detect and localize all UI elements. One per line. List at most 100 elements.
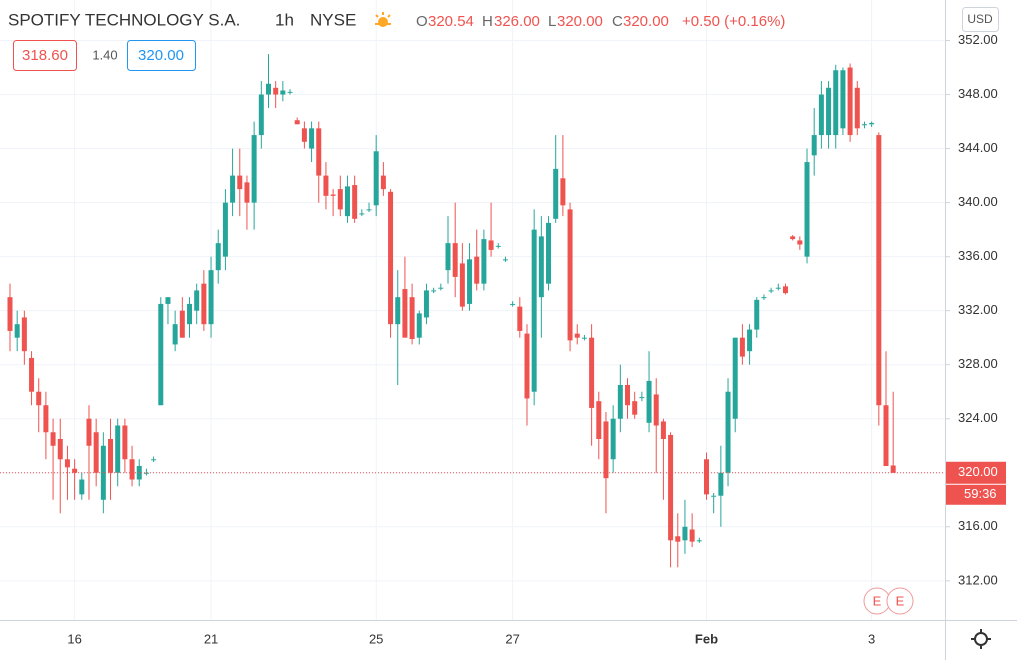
candle-body (754, 299, 760, 330)
candle-body (560, 178, 566, 206)
candle-body (596, 401, 602, 439)
low-label: L (548, 13, 556, 30)
settings-icon[interactable] (971, 629, 991, 649)
candle-body (215, 243, 221, 271)
candle-body (668, 434, 674, 541)
candle-body (524, 333, 530, 399)
spread: 1.40 (92, 47, 117, 62)
candle-body (395, 297, 401, 325)
close-value: 320.00 (623, 13, 669, 30)
candle-body (373, 151, 379, 206)
candle-body (703, 459, 709, 495)
candle-body (366, 209, 372, 211)
candle-body (100, 445, 106, 500)
candle-body (826, 87, 832, 136)
last-price-tag (946, 461, 1006, 484)
candle-body (416, 313, 422, 338)
candle-body (431, 290, 437, 292)
market-status-icon (375, 12, 391, 27)
event-marker[interactable] (886, 587, 914, 615)
candle-body (538, 236, 544, 298)
y-tick-label: 348.00 (958, 86, 998, 101)
candle-body (388, 191, 394, 325)
candle-body (352, 185, 358, 219)
candle-body (718, 472, 724, 496)
sell-button[interactable] (13, 40, 77, 71)
candle-body (265, 83, 271, 95)
close-label: C (612, 13, 623, 30)
candles (7, 54, 896, 568)
candle-body (467, 259, 473, 304)
y-tick-label: 316.00 (958, 518, 998, 533)
candle-body (747, 329, 753, 352)
candle-body (129, 459, 135, 480)
candle-body (323, 175, 329, 196)
candle-body (459, 263, 465, 307)
candle-body (833, 70, 839, 136)
sell-price: 318.60 (22, 47, 68, 64)
candle-body (309, 128, 315, 149)
candle-body (179, 310, 185, 338)
candle-body (108, 438, 114, 473)
candle-body (7, 297, 13, 331)
candle-body (187, 303, 193, 325)
candle-body (280, 90, 286, 95)
high-value: 326.00 (494, 13, 540, 30)
candle-body (316, 128, 322, 176)
candle-body (790, 236, 796, 240)
x-tick-label: 25 (369, 631, 383, 646)
candle-body (761, 297, 767, 299)
currency: USD (967, 12, 993, 26)
candle-body (869, 122, 875, 125)
candle-body (768, 290, 774, 292)
candle-body (689, 529, 695, 542)
y-tick-label: 340.00 (958, 194, 998, 209)
candle-body (625, 384, 631, 406)
candle-body (775, 287, 781, 289)
candle-body (546, 222, 552, 284)
candle-body (589, 337, 595, 408)
candle-body (632, 401, 638, 415)
candle-body (402, 289, 408, 338)
candle-body (452, 243, 458, 277)
candle-body (876, 135, 882, 406)
candle-body (696, 540, 702, 542)
candle-body (344, 186, 350, 217)
candle-body (711, 495, 717, 497)
x-tick-label: 27 (505, 631, 519, 646)
candle-body (143, 472, 149, 474)
candle-body (445, 243, 451, 271)
candle-body (50, 432, 56, 446)
countdown-tag (946, 484, 1006, 505)
y-tick-label: 332.00 (958, 302, 998, 317)
candle-body (194, 290, 200, 311)
candle-body (617, 384, 623, 419)
candle-body (481, 239, 487, 284)
candle-body (409, 297, 415, 340)
candle-body (890, 465, 896, 473)
candle-body (222, 202, 228, 257)
countdown-label: 59:36 (964, 486, 997, 501)
candle-body (675, 536, 681, 542)
candle-body (208, 270, 214, 325)
candle-body (883, 405, 889, 467)
buy-button[interactable] (127, 40, 196, 71)
candle-body (237, 175, 243, 190)
candle-body (359, 213, 365, 215)
last-price-label: 320.00 (958, 464, 998, 479)
candle-body (682, 526, 688, 541)
candle-body (158, 303, 164, 406)
candle-body (847, 67, 853, 136)
candle-body (502, 259, 508, 261)
event-label: E (873, 593, 882, 608)
currency-button[interactable] (962, 7, 999, 32)
candle-body (423, 290, 429, 318)
candle-body (639, 397, 645, 399)
candle-body (93, 432, 99, 473)
candle-body (36, 391, 42, 406)
candle-body (818, 94, 824, 136)
open-value: 320.54 (428, 13, 474, 30)
x-tick-label: Feb (695, 631, 718, 646)
high-label: H (482, 13, 493, 30)
candle-body (488, 240, 494, 250)
